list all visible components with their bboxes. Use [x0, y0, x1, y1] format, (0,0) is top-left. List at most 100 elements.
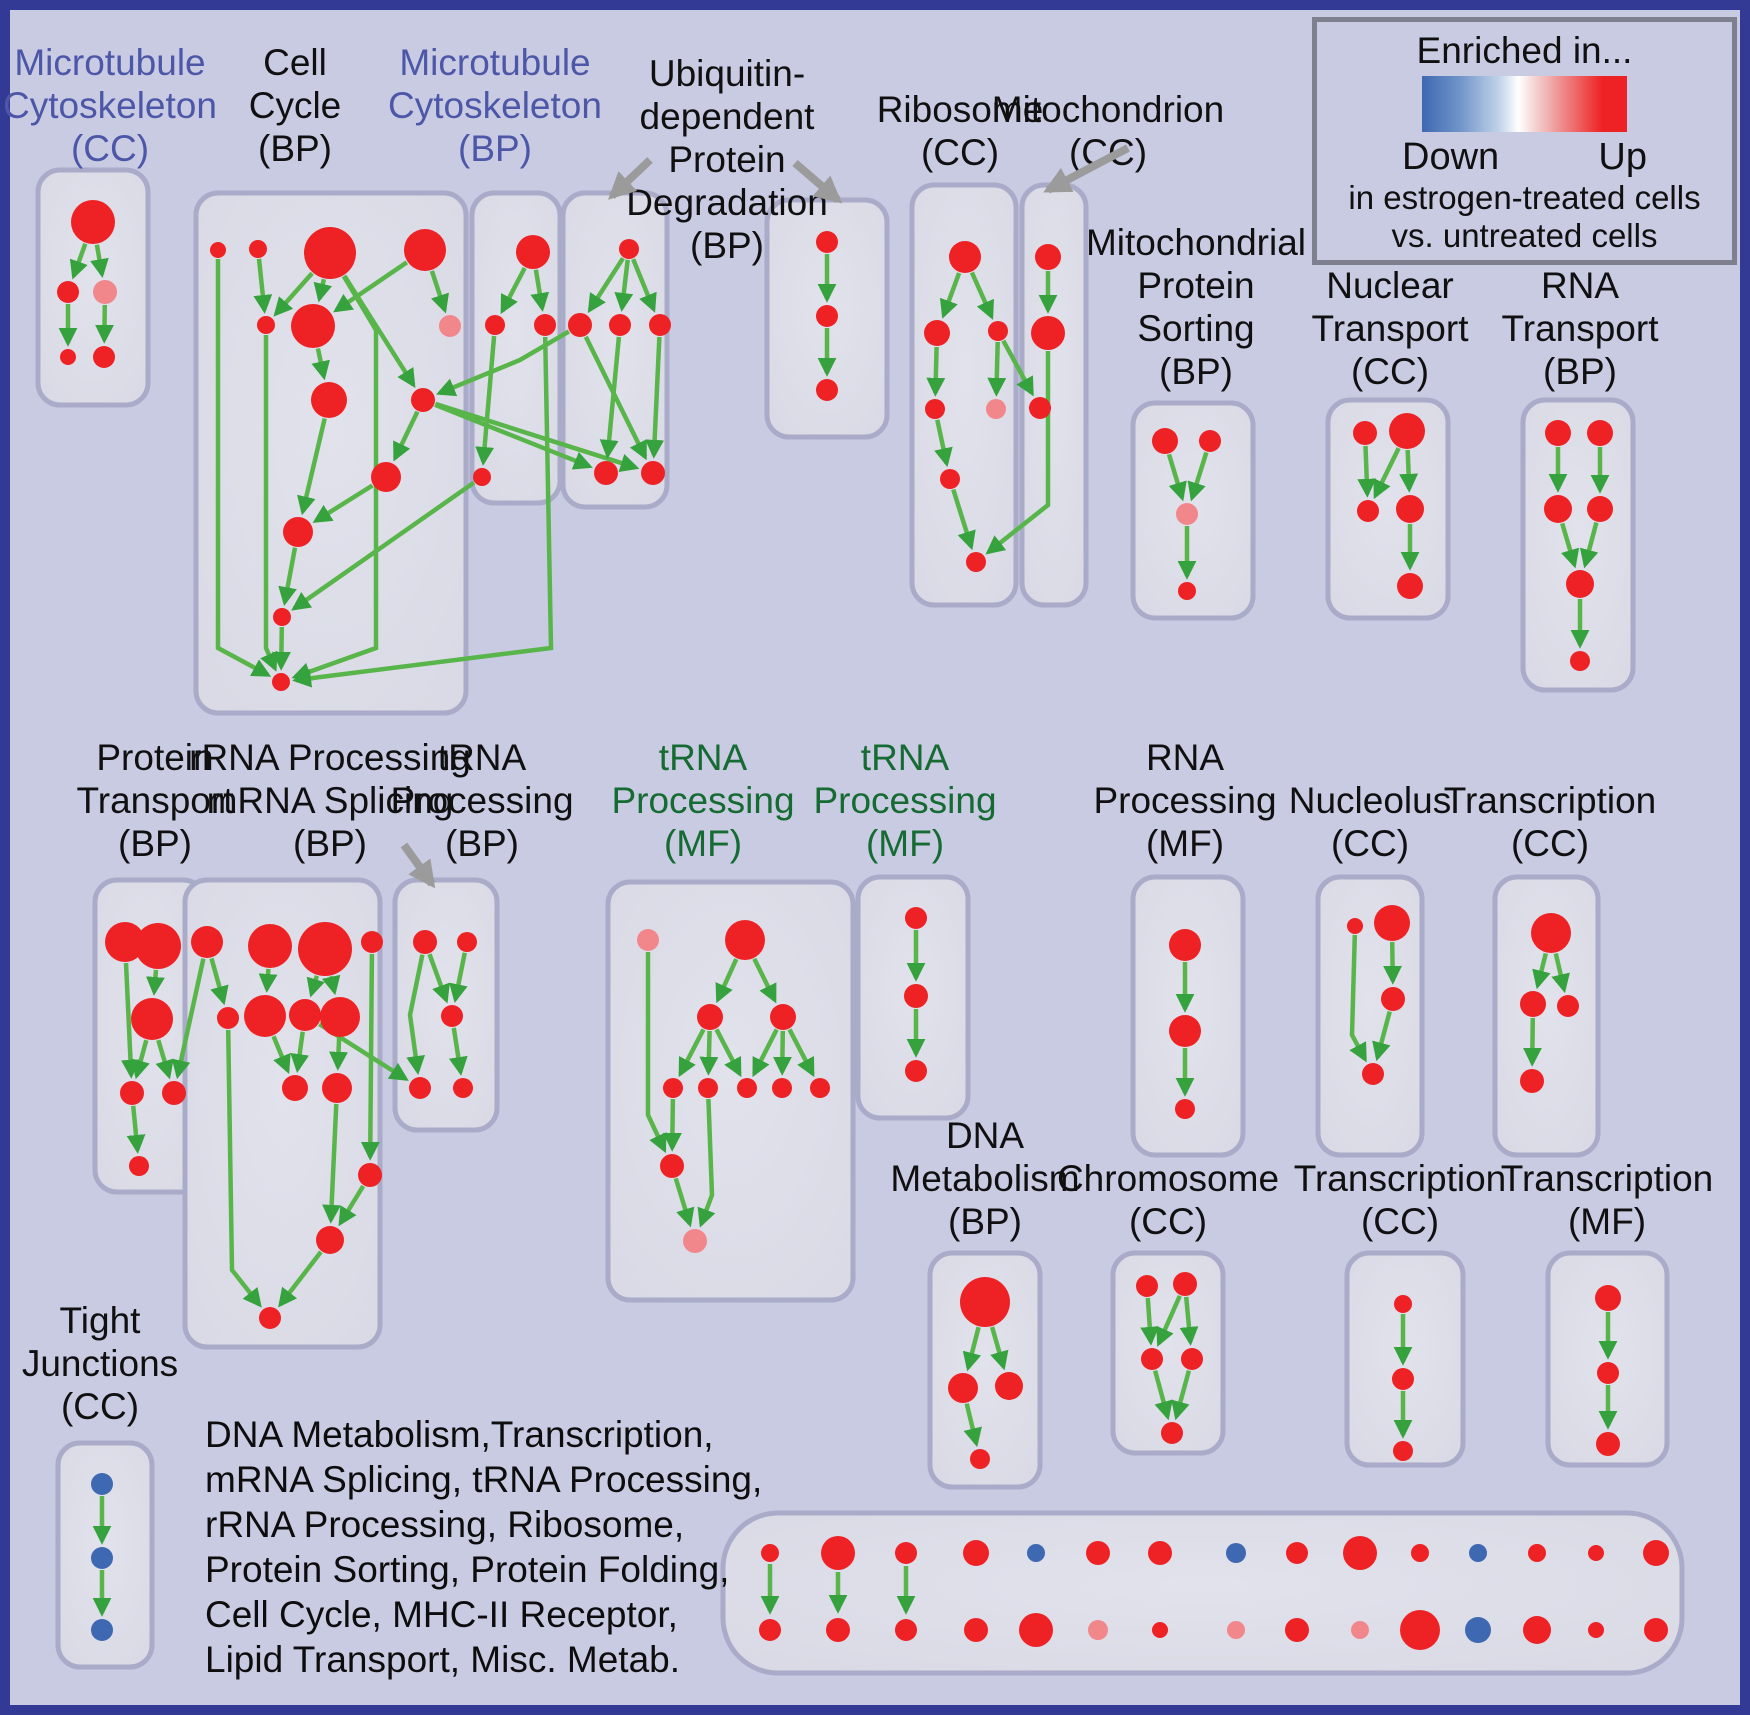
- edge-u0-u1b: [614, 259, 634, 312]
- legend-subtitle-line1: in estrogen-treated cells: [1348, 179, 1701, 216]
- dots-top-node-8: [1286, 1542, 1308, 1564]
- edge-pD-pF: [126, 1105, 146, 1154]
- go-term-node-nt3: [1396, 495, 1424, 523]
- svg-text:RNA: RNA: [1541, 265, 1619, 306]
- edge-g3-g8: [787, 1028, 815, 1078]
- legend-box: Enriched in... Down Up in estrogen-treat…: [1312, 17, 1737, 265]
- go-term-node-mc2: [57, 281, 79, 303]
- dots-bottom-node-1: [826, 1618, 850, 1642]
- svg-text:tRNA: tRNA: [438, 737, 527, 778]
- go-term-node-mc3: [93, 280, 117, 304]
- legend-title: Enriched in...: [1416, 30, 1633, 71]
- label-mitochondrion: Mitochondrion(CC): [992, 89, 1224, 173]
- go-term-node-rb5: [940, 469, 960, 489]
- edge-n1-n2: [1383, 941, 1403, 985]
- go-term-node-ch0: [1136, 1275, 1158, 1297]
- dots-bottom-node-7: [1227, 1621, 1245, 1639]
- cluster-box-transcription-cc-mid: [1492, 874, 1601, 1158]
- svg-text:Cell: Cell: [263, 42, 327, 83]
- go-term-node-y2: [1393, 1441, 1413, 1461]
- svg-text:dependent: dependent: [640, 96, 816, 137]
- svg-text:Chromosome: Chromosome: [1057, 1158, 1279, 1199]
- edge-g0-g9: [645, 952, 667, 1154]
- dots-top-node-13: [1588, 1545, 1604, 1561]
- misc-line: mRNA Splicing, tRNA Processing,: [205, 1459, 763, 1500]
- edge-mc1-mc2: [69, 242, 88, 280]
- svg-text:Protein: Protein: [96, 737, 213, 778]
- svg-text:Mitochondrial: Mitochondrial: [1086, 222, 1306, 263]
- svg-text:(BP): (BP): [948, 1201, 1022, 1242]
- go-term-node-ps0: [1152, 428, 1178, 454]
- dots-bottom-node-2: [895, 1619, 917, 1641]
- dots-top-node-2: [895, 1542, 917, 1564]
- edge-ch2-ch4: [1152, 1370, 1173, 1421]
- go-term-node-pD: [120, 1081, 144, 1105]
- go-term-node-z2: [1596, 1432, 1620, 1456]
- svg-text:Protein: Protein: [1137, 265, 1254, 306]
- cluster-box-ribosome: [909, 182, 1019, 608]
- cluster-box-nucleolus: [1315, 874, 1425, 1158]
- label-transcription-mf: Transcription(MF): [1501, 1158, 1713, 1242]
- go-term-node-nt1: [1389, 413, 1425, 449]
- svg-text:Cytoskeleton: Cytoskeleton: [3, 85, 217, 126]
- dots-top-node-4: [1027, 1544, 1045, 1562]
- edge-R2-S2: [306, 975, 325, 998]
- go-term-node-u1b: [609, 314, 631, 336]
- svg-text:Nucleolus: Nucleolus: [1289, 780, 1451, 821]
- dots-top-node-11: [1469, 1544, 1487, 1562]
- edge-cc5-cc7: [311, 348, 330, 381]
- go-term-node-cc2: [304, 227, 356, 279]
- svg-text:Ubiquitin-: Ubiquitin-: [649, 53, 805, 94]
- edge-g3-g7: [772, 1030, 792, 1076]
- svg-text:Nuclear: Nuclear: [1326, 265, 1454, 306]
- go-term-node-hub: [411, 388, 435, 412]
- cluster-box-trna-mf-1: [605, 879, 856, 1303]
- go-term-node-g10: [683, 1229, 707, 1253]
- go-term-node-v1: [816, 305, 838, 327]
- go-term-node-u1: [568, 313, 592, 337]
- svg-text:Transport: Transport: [77, 780, 235, 821]
- edge-t2-t4: [448, 1027, 468, 1076]
- edge-m0-m2: [530, 269, 550, 312]
- go-term-node-S2: [289, 999, 321, 1031]
- edge-S2-T0: [290, 1031, 310, 1073]
- go-term-node-n1: [1374, 905, 1410, 941]
- svg-text:Transport: Transport: [1312, 308, 1470, 349]
- edge-cc3-cc5: [333, 260, 409, 313]
- go-term-node-S0: [217, 1007, 239, 1029]
- go-term-node-g0: [637, 929, 659, 951]
- go-term-node-t4: [453, 1078, 473, 1098]
- edge-cc4-cc11: [260, 335, 278, 672]
- go-term-node-h2: [905, 1060, 927, 1082]
- go-term-node-u2: [649, 314, 671, 336]
- svg-text:Cytoskeleton: Cytoskeleton: [388, 85, 602, 126]
- edge-cc2-cc4: [273, 271, 314, 317]
- go-term-node-rt3: [1587, 496, 1613, 522]
- go-term-node-q2: [1175, 1099, 1195, 1119]
- svg-text:Degradation: Degradation: [626, 182, 828, 223]
- svg-text:(BP): (BP): [293, 823, 367, 864]
- go-term-node-nt4: [1397, 573, 1423, 599]
- go-term-node-cc6: [439, 315, 461, 337]
- go-term-node-g7: [772, 1078, 792, 1098]
- edge-ch1-ch3: [1179, 1296, 1199, 1346]
- dots-bottom-node-13: [1588, 1622, 1604, 1638]
- edge-rb2-rb4: [987, 341, 1007, 397]
- edge-dm0-dm1: [962, 1326, 982, 1372]
- edge-rt3-rt4: [1579, 521, 1599, 569]
- edge-g3-g6: [752, 1028, 779, 1078]
- dots-bottom-node-8: [1285, 1618, 1309, 1642]
- svg-text:(BP): (BP): [458, 128, 532, 169]
- edge-x0-x1: [1532, 952, 1551, 990]
- svg-text:(MF): (MF): [866, 823, 944, 864]
- go-term-node-ch1: [1173, 1272, 1197, 1296]
- edge-u1-u4: [583, 335, 648, 461]
- svg-text:(CC): (CC): [1351, 351, 1429, 392]
- svg-text:RNA: RNA: [1146, 737, 1224, 778]
- svg-text:(MF): (MF): [1568, 1201, 1646, 1242]
